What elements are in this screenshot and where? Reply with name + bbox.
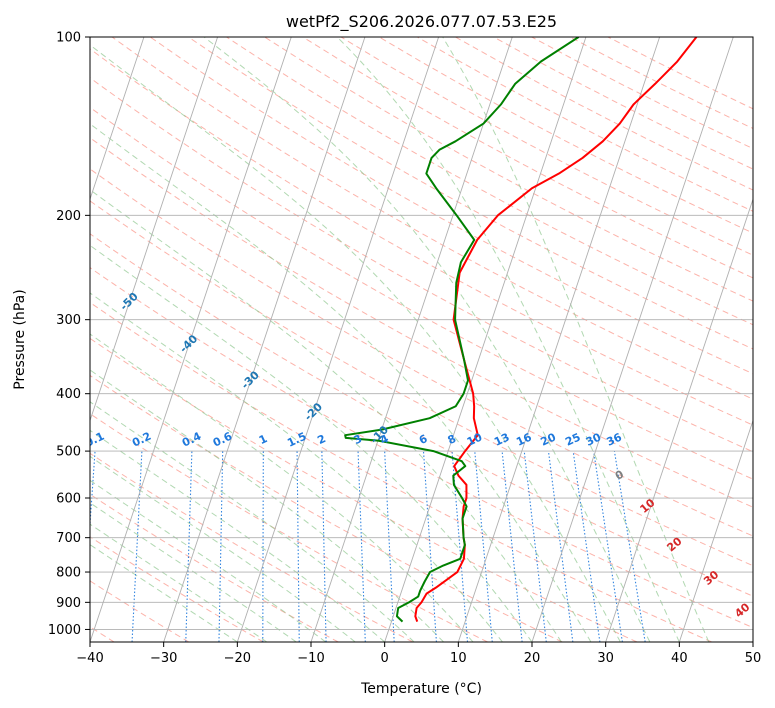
- dry-adiabat-line: [90, 580, 190, 642]
- moist-adiabat-line: [90, 523, 268, 642]
- mixing-ratio-label: 13: [492, 431, 511, 449]
- isotherm-line: [90, 37, 292, 642]
- mixing-ratio-line: [131, 451, 143, 642]
- moist-adiabat-line: [336, 37, 680, 642]
- dry-adiabat-line: [90, 233, 753, 597]
- x-tick-label: −40: [76, 651, 103, 666]
- x-tick-label: −10: [297, 651, 324, 666]
- moist-adiabat-line: [90, 401, 415, 642]
- dry-adiabat-line: [90, 374, 563, 642]
- pressure-gridlines: [90, 37, 753, 630]
- y-axis-ticks: 100 200 300 400 500 600 700 800 900 1000: [48, 31, 90, 638]
- mixing-ratio-line: [451, 451, 469, 642]
- y-tick-label: 900: [56, 596, 81, 611]
- y-tick-label: 600: [56, 492, 81, 507]
- x-tick-label: −20: [224, 651, 251, 666]
- moist-adiabat-line: [442, 37, 710, 642]
- y-tick-label: 1000: [48, 623, 81, 638]
- mixing-ratio-line: [218, 451, 224, 642]
- mixing-ratio-line: [474, 451, 493, 642]
- mixing-ratio-line: [501, 451, 523, 642]
- chart-title: wetPf2_S206.2026.077.07.53.E25: [286, 12, 557, 32]
- x-tick-label: 40: [671, 651, 688, 666]
- moist-adiabat-line: [90, 333, 474, 642]
- mixing-ratio-label: 16: [514, 430, 534, 448]
- isotherm-line: [310, 37, 513, 642]
- x-tick-label: 30: [597, 651, 614, 666]
- mixing-ratio-label: 10: [465, 430, 485, 448]
- x-axis-label: Temperature (°C): [360, 681, 482, 697]
- y-axis-label: Pressure (hPa): [12, 289, 28, 389]
- x-tick-label: 20: [524, 651, 541, 666]
- sounding-traces: [344, 37, 698, 623]
- y-tick-label: 700: [56, 531, 81, 546]
- mixing-ratio-label: 25: [563, 431, 582, 449]
- mixing-ratio-line: [572, 451, 601, 642]
- mixing-ratio-line: [321, 451, 327, 642]
- isotherm-line: [457, 37, 661, 642]
- dry-adiabat-line: [90, 168, 753, 537]
- dry-adiabats: [90, 37, 753, 642]
- x-tick-label: −30: [150, 651, 177, 666]
- x-tick-label: 0: [381, 651, 389, 666]
- isotherm-line: [236, 37, 440, 642]
- mixing-ratio-line: [547, 451, 574, 642]
- plot-area: -100-90-80-70-60-50-40-30-20-100.10.20.4…: [90, 37, 753, 642]
- mixing-ratio-line: [422, 451, 437, 642]
- mixing-ratio-line: [593, 451, 623, 642]
- mixing-ratio-line: [185, 451, 193, 642]
- isotherm-line: [90, 37, 219, 422]
- moist-adiabat-line: [90, 244, 533, 642]
- dry-adiabat-line: [226, 37, 753, 326]
- y-tick-label: 100: [56, 31, 81, 46]
- moist-adiabat-line: [90, 429, 385, 642]
- moist-adiabat-line: [203, 37, 651, 642]
- x-axis-ticks: −40 −30 −20 −10 0 10 20 30 40 50: [76, 642, 761, 666]
- mixing-ratio-label: 36: [605, 430, 625, 448]
- dry-adiabat-line: [90, 77, 753, 453]
- isotherms: [90, 37, 753, 642]
- x-tick-label: 50: [745, 651, 762, 666]
- moist-adiabat-line: [90, 44, 621, 642]
- dry-adiabat-line: [90, 48, 753, 426]
- y-tick-label: 800: [56, 566, 81, 581]
- isotherm-line: [384, 37, 587, 642]
- mixing-ratio-label: 20: [539, 430, 559, 448]
- moist-adiabat-line: [90, 479, 327, 642]
- x-tick-label: 10: [450, 651, 467, 666]
- isotherm-line: [605, 197, 753, 642]
- mixing-ratio-line: [384, 451, 395, 642]
- dry-adiabat-line: [188, 37, 753, 350]
- isotherm-line: [90, 37, 145, 201]
- isotherm-line: [678, 419, 753, 642]
- dry-adiabat-line: [90, 536, 264, 642]
- moist-adiabat-line: [90, 455, 356, 642]
- isotherm-line: [163, 37, 366, 642]
- dewpoint-trace: [344, 37, 580, 623]
- mixing-ratio-label: 30: [584, 430, 604, 448]
- y-tick-label: 400: [56, 387, 81, 402]
- mixing-ratio-line: [613, 451, 646, 642]
- dry-adiabat-line: [90, 301, 712, 642]
- dry-adiabat-line: [90, 413, 488, 642]
- y-tick-label: 500: [56, 445, 81, 460]
- dry-adiabat-line: [90, 337, 638, 642]
- temperature-trace: [414, 37, 698, 622]
- mixing-ratio-line: [357, 451, 366, 642]
- mixing-ratio-line: [296, 451, 300, 642]
- y-tick-label: 200: [56, 209, 81, 224]
- plot-frame: [89, 36, 754, 643]
- moist-adiabat-line: [90, 123, 592, 642]
- mixing-ratio-line: [262, 451, 264, 642]
- isotherm-line: [531, 37, 734, 642]
- y-tick-label: 300: [56, 313, 81, 328]
